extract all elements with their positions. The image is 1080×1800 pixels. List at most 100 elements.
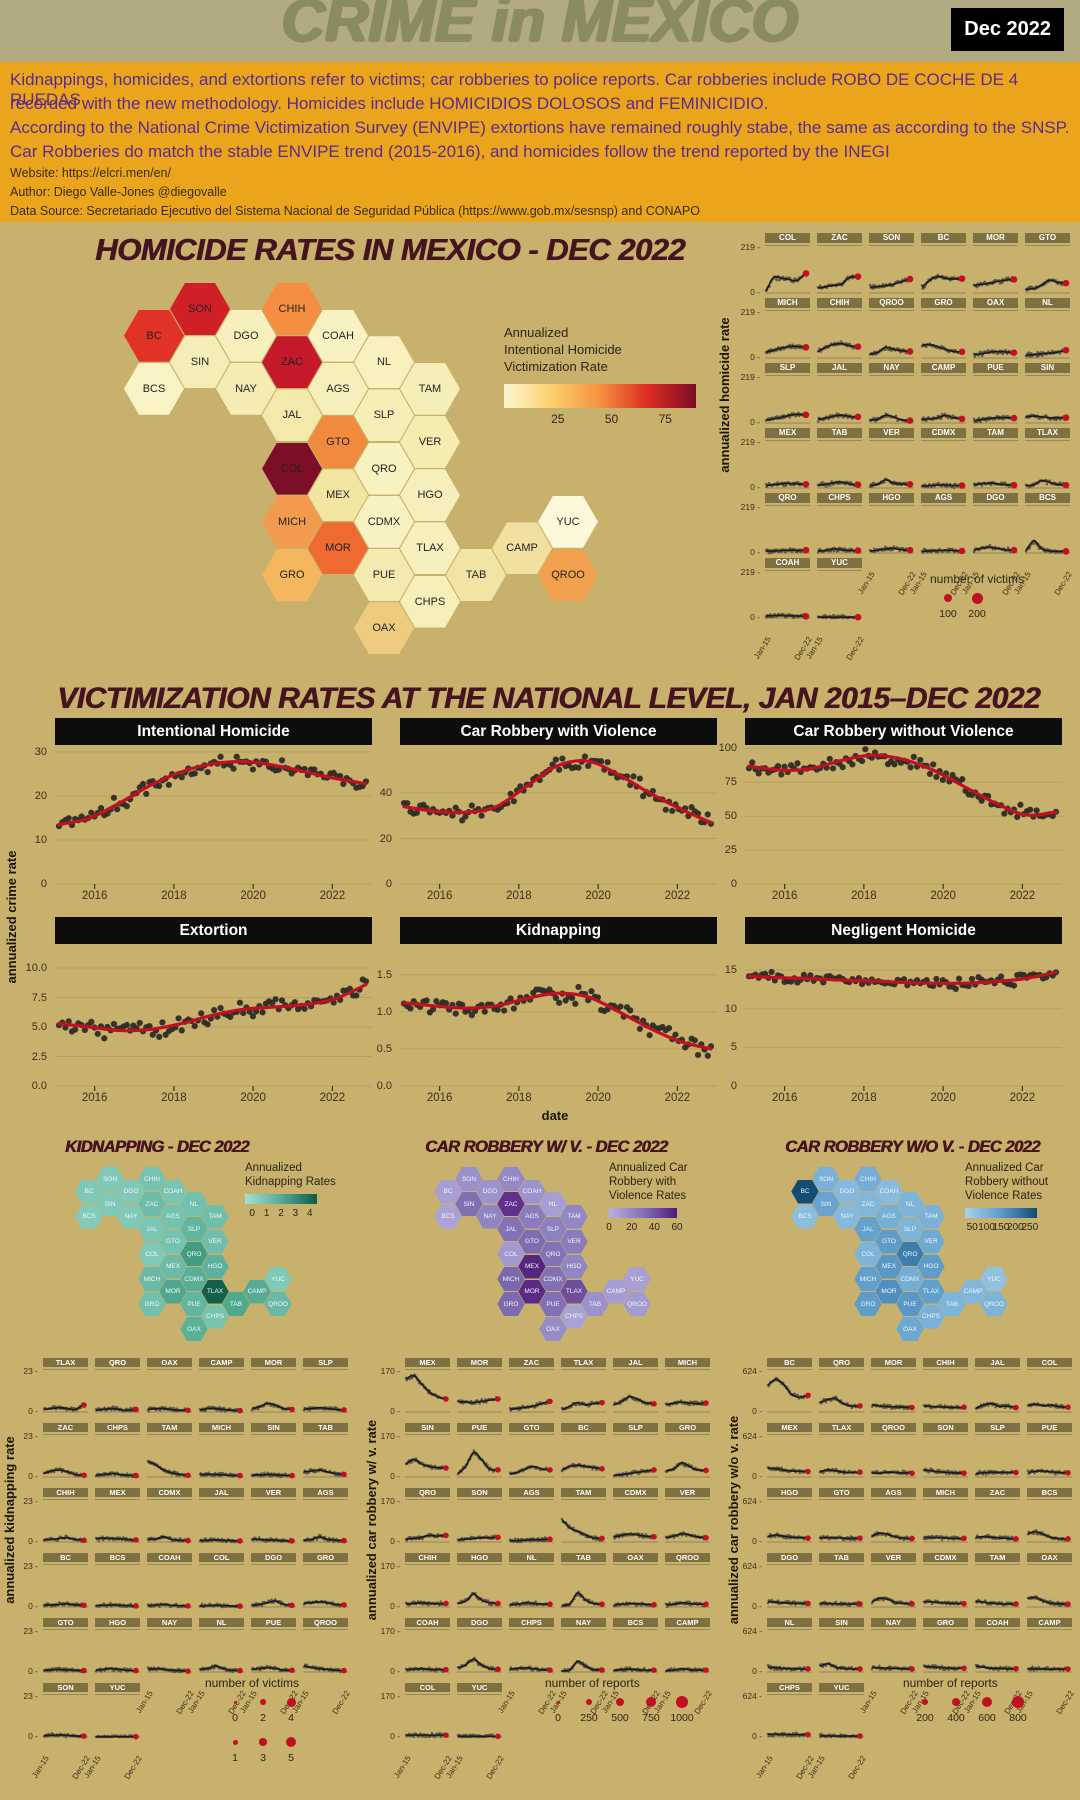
homicide-map-legend-line-3: Victimization Rate [504,359,608,374]
panel-plot-son [456,1534,502,1543]
hex-state-sin: SIN [96,1192,124,1216]
robbery-nv-map-legend-tick-200: 200 [1007,1222,1024,1233]
hex-label-gro: GRO [860,1300,876,1308]
panel-plot-mex [764,480,810,489]
y-tick: 0 [40,878,47,890]
hex-label-gto: GTO [882,1238,896,1245]
panel-header-nay: NAY [871,1618,916,1627]
chart-title-extortion: Extortion [55,917,372,944]
x-tick-2022: 2022 [319,890,346,902]
kidnapping-map-legend-gradient [245,1194,317,1204]
hex-label-qroo: QROO [627,1300,647,1308]
panel-header-mex: MEX [405,1358,450,1367]
size-legend-value: 5 [288,1752,294,1764]
grid-tick-zero: 0 - [28,1406,38,1416]
panel-plot-tlax [1024,478,1070,489]
panel-plot-gto [508,1464,554,1478]
panel-plot-ver [250,1536,296,1544]
intro-line-1: Kidnappings, homicides, and extortions r… [10,70,1019,109]
hex-label-pue: PUE [372,569,396,581]
size-legend-dot [1011,1695,1025,1709]
panel-header-camp: CAMP [665,1618,710,1627]
panel-header-son: SON [457,1488,502,1497]
panel-header-tam: TAM [973,428,1018,438]
y-tick: 30 [34,745,47,758]
panel-header-col: COL [765,233,810,243]
panel-header-nay: NAY [147,1618,192,1627]
panel-header-yuc: YUC [817,558,862,568]
panel-plot-son [922,1467,968,1478]
y-tick: 25 [724,844,737,857]
hex-label-mich: MICH [143,1275,161,1283]
hex-label-gro: GRO [279,569,305,581]
hex-label-son: SON [818,1175,834,1183]
x-tick-2020: 2020 [930,890,956,902]
panel-header-pue: PUE [251,1618,296,1627]
panel-header-gro: GRO [665,1423,710,1432]
grid-tick-top: 170 - [380,1366,400,1376]
chart-title-negligent-homicide: Negligent Homicide [745,917,1062,944]
x-tick-2022: 2022 [319,1092,346,1104]
panel-plot-oax [612,1601,658,1608]
chart-plot-0 [55,751,372,889]
panel-header-ags: AGS [871,1488,916,1497]
panel-plot-mich [764,343,810,359]
hex-label-son: SON [188,303,212,315]
hex-label-tlax: TLAX [206,1288,224,1295]
panel-header-oax: OAX [147,1358,192,1367]
y-tick: 5.0 [31,1021,47,1034]
panel-header-sin: SIN [1025,363,1070,373]
panel-plot-mex [404,1373,450,1413]
panel-plot-nl [766,1664,812,1673]
panel-header-mor: MOR [871,1358,916,1367]
robbery-nv-map-legend-tick-150: 150 [992,1222,1010,1233]
kidnapping-map-legend-line-1: Annualized [245,1162,302,1174]
hex-label-oax: OAX [187,1325,201,1333]
hex-label-ver: VER [567,1238,581,1245]
panel-plot-tam [146,1459,192,1479]
grid-tick-zero: 0 - [750,482,760,492]
panel-header-ver: VER [251,1488,296,1497]
national-section-title: VICTIMIZATION RATES AT THE NATIONAL LEVE… [57,682,1040,715]
panel-header-cdmx: CDMX [147,1488,192,1497]
hex-label-dgo: DGO [839,1188,855,1195]
y-tick: 0.5 [376,1042,392,1055]
hex-label-oax: OAX [372,622,396,635]
hex-label-ags: AGS [525,1213,539,1220]
hex-label-col: COL [861,1250,875,1258]
hex-label-sin: SIN [820,1200,832,1208]
size-legend-dot [646,1697,656,1707]
panel-plot-tab [816,480,862,489]
panel-header-yuc: YUC [457,1683,502,1692]
panel-plot-qro [404,1532,450,1543]
panel-plot-son [42,1732,88,1739]
panel-header-bcs: BCS [95,1553,140,1562]
panel-header-nl: NL [199,1618,244,1627]
panel-header-zac: ZAC [817,233,862,243]
hex-label-ver: VER [208,1238,222,1245]
panel-header-tam: TAM [975,1553,1020,1562]
grid-tick-zero: 0 - [390,1471,400,1481]
size-legend-dot [616,1698,624,1706]
hex-label-dgo: DGO [482,1188,498,1195]
y-tick: 20 [34,789,47,802]
hex-label-qroo: QROO [984,1300,1004,1308]
hex-label-mor: MOR [524,1288,540,1295]
hex-state-pue: PUE [354,549,414,601]
hex-label-mich: MICH [502,1275,520,1283]
grid-tick-zero: 0 - [390,1731,400,1741]
grid-y-axis-label-robbery_v: annualized car robbery w/ v. rate [364,1419,379,1621]
hex-label-col: COL [280,462,304,475]
hex-label-cdmx: CDMX [900,1275,920,1283]
robbery-v-map-legend-line-1: Annualized Car [609,1162,688,1174]
hex-label-chps: CHPS [414,595,446,608]
panel-plot-sin [404,1457,450,1478]
hex-state-tab: TAB [446,549,506,601]
panel-plot-mex [94,1535,140,1543]
homicide-map-legend-line-1: Annualized [504,325,569,340]
panel-plot-tlax [42,1402,88,1413]
homicide-map-legend-gradient [504,384,696,408]
panel-plot-son [868,275,914,294]
hex-label-nay: NAY [124,1213,138,1220]
hex-label-mor: MOR [325,542,351,555]
